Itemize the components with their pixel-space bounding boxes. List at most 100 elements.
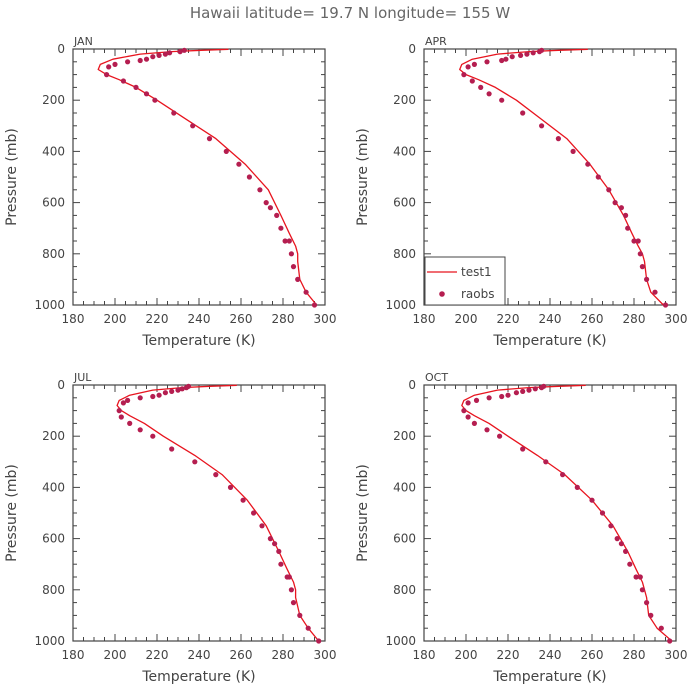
y-tick-label: 200 (42, 429, 65, 443)
x-axis-label: Temperature (K) (492, 333, 606, 349)
x-tick-label: 200 (455, 648, 478, 662)
data-point-raobs (618, 541, 625, 547)
data-point-raobs (290, 264, 297, 270)
x-tick-label: 280 (623, 312, 646, 326)
data-point-raobs (290, 600, 297, 606)
legend-marker-swatch (439, 291, 445, 297)
data-point-raobs (623, 548, 629, 555)
data-point-raobs (106, 64, 112, 70)
y-axis-label: Pressure (mb) (355, 128, 371, 226)
data-point-raobs (574, 484, 580, 490)
data-point-raobs (120, 400, 126, 406)
data-point-raobs (658, 625, 664, 631)
y-tick-label: 1000 (385, 298, 416, 312)
x-tick-label: 240 (539, 648, 562, 662)
x-tick-label: 240 (188, 312, 211, 326)
x-tick-label: 300 (314, 648, 337, 662)
data-point-raobs (473, 397, 480, 403)
data-point-raobs (288, 251, 294, 257)
data-point-raobs (156, 52, 162, 59)
data-point-raobs (513, 390, 520, 396)
data-point-raobs (471, 420, 477, 426)
x-tick-label: 220 (146, 312, 169, 326)
data-point-raobs (272, 541, 278, 547)
data-point-raobs (263, 200, 269, 206)
data-point-raobs (520, 388, 526, 394)
data-point-raobs (623, 212, 629, 218)
data-point-raobs (560, 472, 566, 478)
data-point-raobs (627, 561, 633, 567)
data-point-raobs (167, 50, 173, 56)
data-point-raobs (240, 497, 246, 503)
data-point-raobs (303, 289, 309, 295)
x-tick-label: 200 (455, 312, 478, 326)
data-point-raobs (637, 574, 643, 580)
data-point-raobs (667, 638, 673, 644)
data-point-raobs (156, 392, 162, 398)
y-tick-label: 600 (393, 532, 416, 546)
data-point-raobs (190, 123, 196, 129)
panel-jul: 180 200 220 240 260 280 300 0 200 400 600 800 1000 Te… (4, 371, 336, 685)
x-tick-label: 300 (665, 312, 688, 326)
data-point-raobs (169, 446, 175, 452)
data-point-raobs (297, 612, 303, 619)
x-tick-label: 260 (230, 312, 253, 326)
data-point-raobs (585, 161, 591, 167)
data-point-raobs (499, 393, 505, 400)
data-point-raobs (486, 395, 492, 401)
figure-title: Hawaii latitude= 19.7 N longitude= 155 W (190, 4, 510, 22)
data-point-raobs (104, 72, 110, 78)
data-point-raobs (171, 110, 177, 116)
data-point-raobs (618, 205, 625, 211)
data-point-raobs (236, 161, 242, 167)
x-tick-label: 220 (497, 312, 520, 326)
x-tick-label: 220 (497, 648, 520, 662)
data-point-raobs (503, 56, 509, 62)
data-point-raobs (125, 397, 131, 403)
data-point-raobs (520, 446, 526, 452)
data-point-raobs (532, 386, 538, 392)
data-point-raobs (635, 238, 641, 244)
data-point-raobs (311, 302, 318, 308)
data-point-raobs (120, 78, 126, 84)
legend-label-test1: test1 (461, 265, 492, 279)
data-point-raobs (539, 385, 545, 391)
y-tick-label: 800 (393, 583, 416, 597)
data-point-raobs (288, 587, 294, 593)
data-point-raobs (599, 510, 606, 516)
data-point-raobs (118, 414, 124, 420)
data-point-raobs (286, 574, 292, 580)
data-point-raobs (555, 136, 562, 142)
month-label: OCT (425, 371, 448, 384)
y-tick-label: 400 (393, 144, 416, 158)
data-point-raobs (257, 187, 263, 193)
data-point-raobs (177, 49, 183, 55)
data-point-raobs (267, 205, 273, 211)
x-tick-label: 260 (230, 648, 253, 662)
data-point-raobs (478, 84, 484, 90)
x-tick-label: 260 (581, 648, 604, 662)
series-line-test1 (116, 384, 320, 642)
data-point-raobs (278, 561, 284, 567)
x-axis-label: Temperature (K) (141, 669, 255, 685)
data-point-raobs (536, 49, 543, 55)
data-point-raobs (461, 72, 467, 78)
x-tick-label: 200 (104, 648, 127, 662)
x-tick-label: 200 (104, 312, 127, 326)
data-point-raobs (137, 57, 143, 64)
y-tick-label: 400 (42, 144, 65, 158)
y-tick-label: 200 (393, 93, 416, 107)
x-tick-label: 220 (146, 648, 169, 662)
data-point-raobs (637, 251, 643, 257)
data-point-raobs (213, 472, 219, 478)
data-point-raobs (486, 91, 492, 97)
data-point-raobs (251, 510, 257, 516)
y-tick-label: 600 (42, 532, 65, 546)
y-tick-label: 0 (408, 378, 416, 392)
data-point-raobs (246, 174, 252, 180)
data-point-raobs (162, 390, 168, 396)
data-point-raobs (267, 536, 273, 542)
data-point-raobs (179, 386, 185, 392)
